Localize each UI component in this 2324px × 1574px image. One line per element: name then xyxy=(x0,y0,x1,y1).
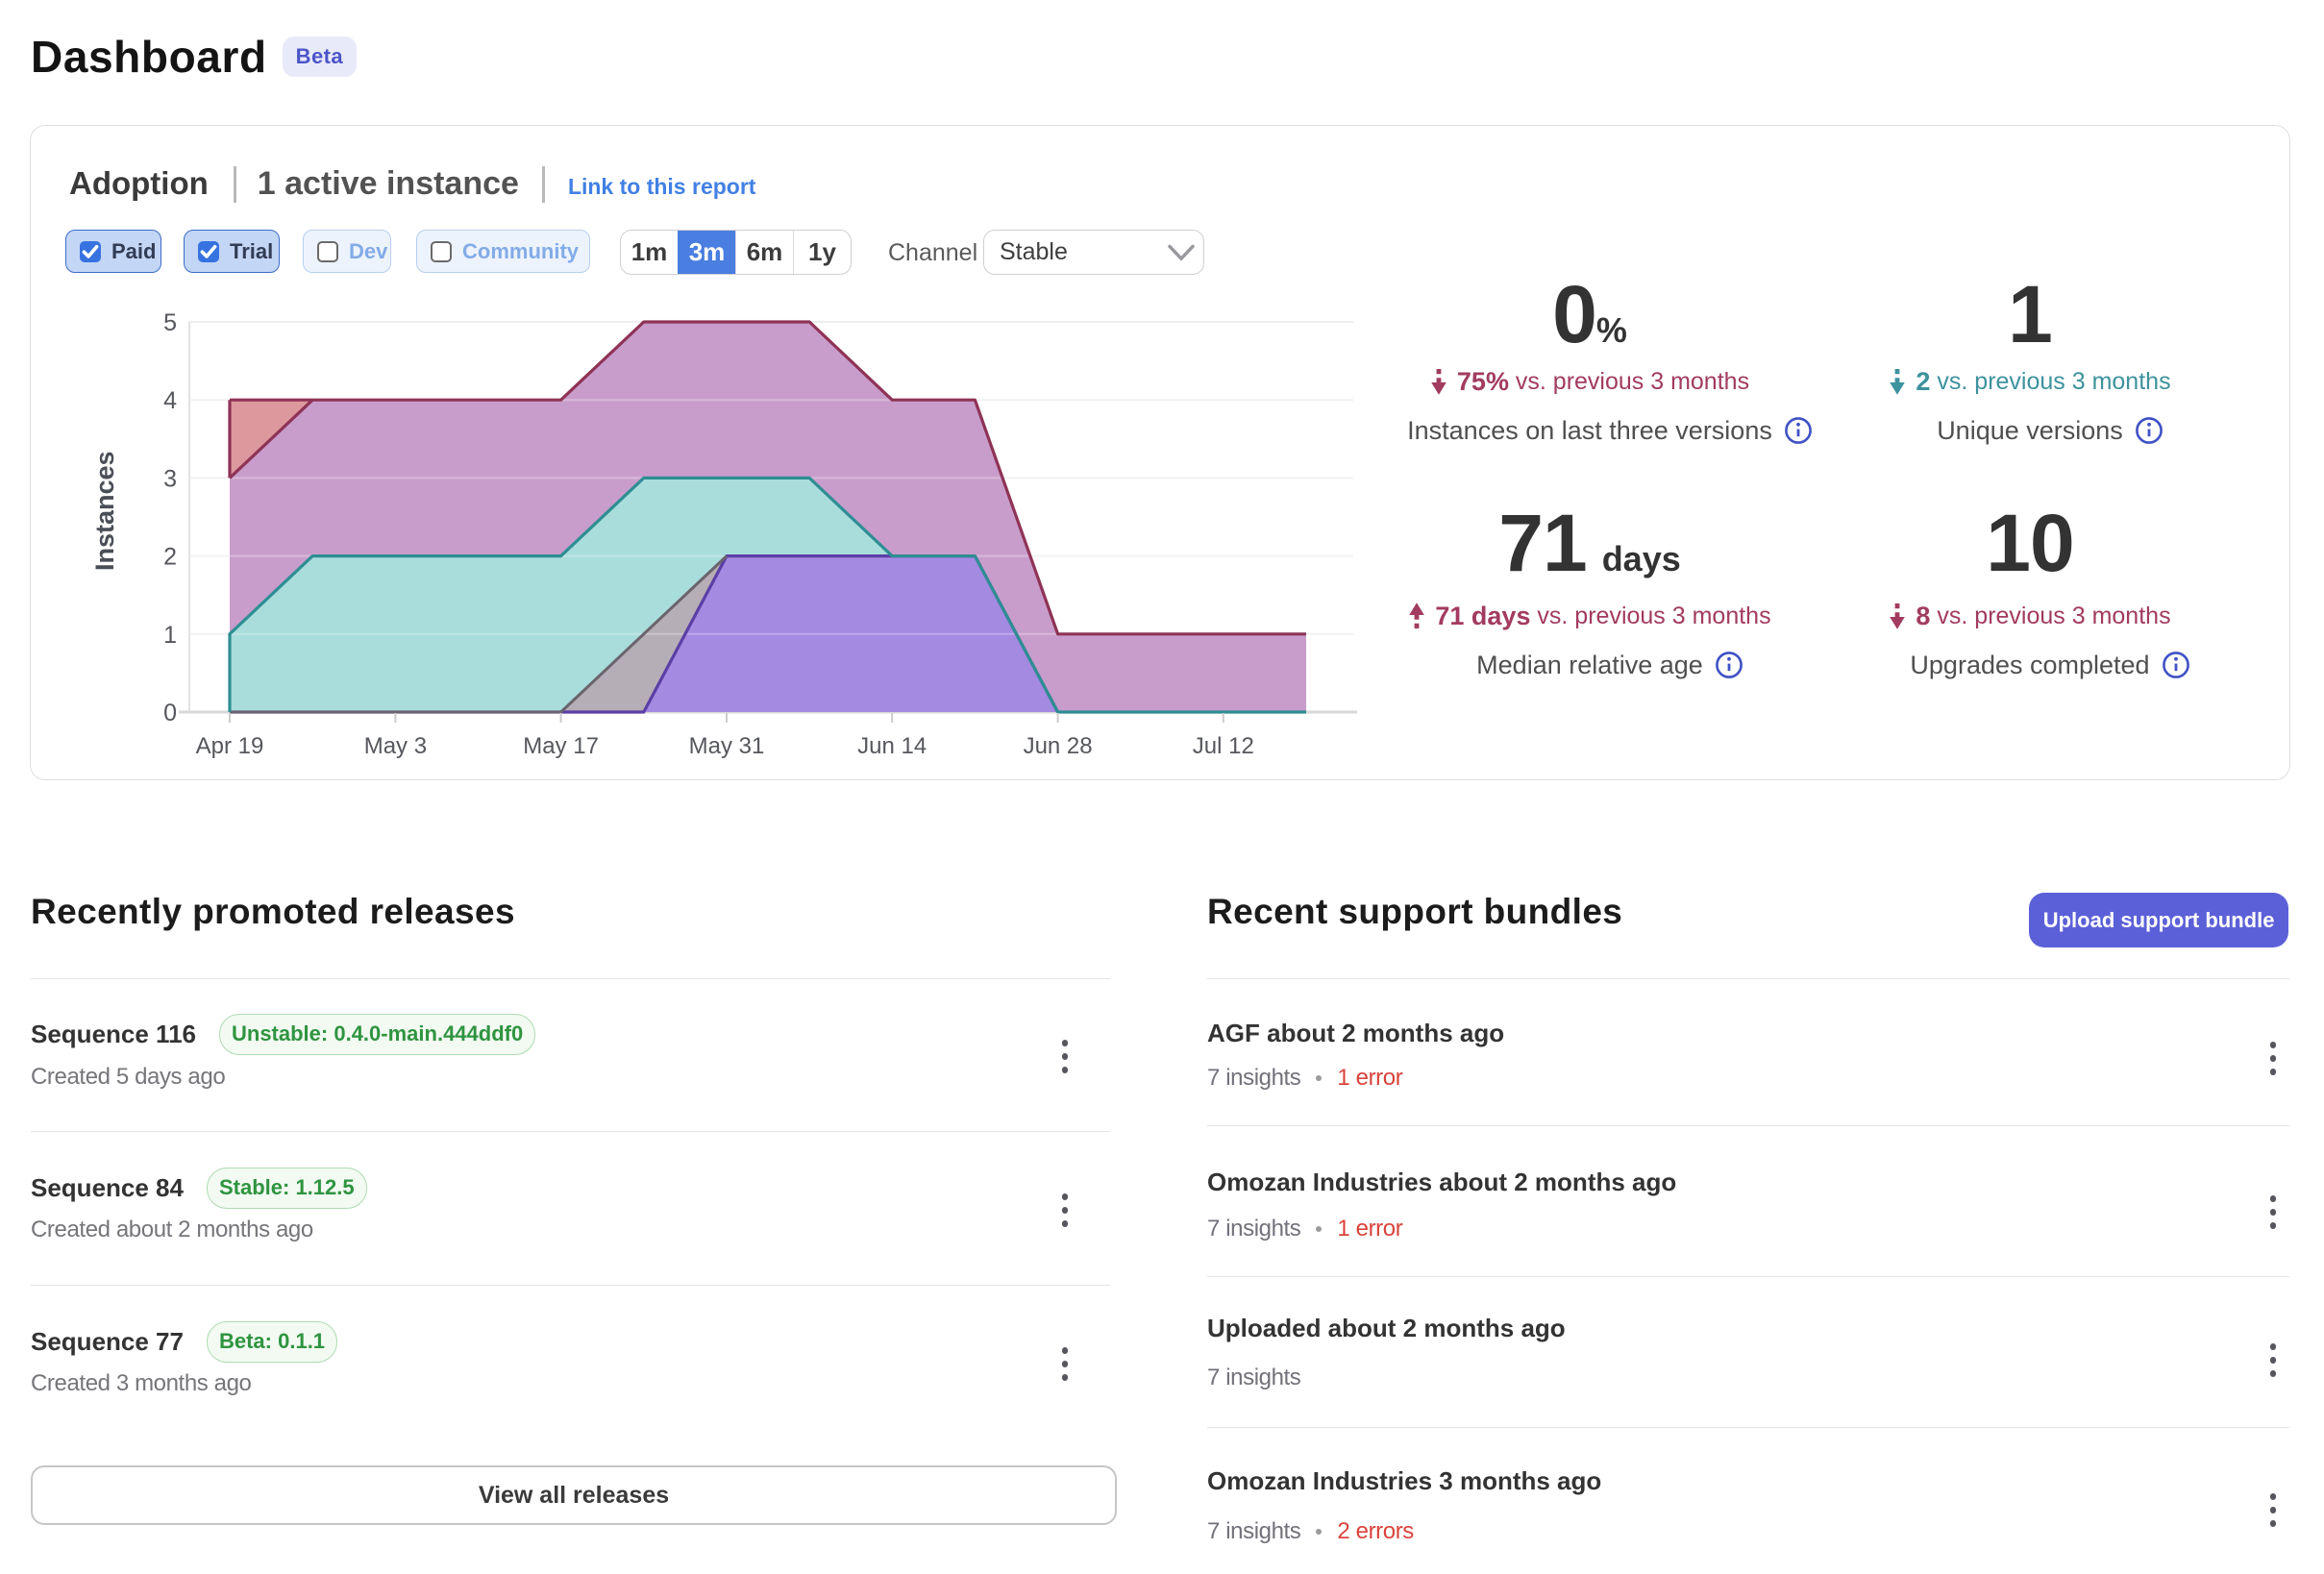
svg-text:1: 1 xyxy=(163,622,177,649)
svg-text:Instances: Instances xyxy=(90,451,119,571)
svg-text:Jun 14: Jun 14 xyxy=(857,733,927,759)
svg-text:4: 4 xyxy=(163,387,177,414)
svg-text:Jul 12: Jul 12 xyxy=(1193,733,1254,759)
svg-text:5: 5 xyxy=(163,309,177,336)
svg-text:May 31: May 31 xyxy=(689,733,765,759)
svg-text:2: 2 xyxy=(163,544,177,571)
svg-text:0: 0 xyxy=(163,700,177,726)
svg-text:Apr 19: Apr 19 xyxy=(196,733,264,759)
svg-text:May 3: May 3 xyxy=(364,733,427,759)
svg-text:3: 3 xyxy=(163,465,177,492)
svg-text:Jun 28: Jun 28 xyxy=(1024,733,1093,759)
svg-text:May 17: May 17 xyxy=(523,733,599,759)
